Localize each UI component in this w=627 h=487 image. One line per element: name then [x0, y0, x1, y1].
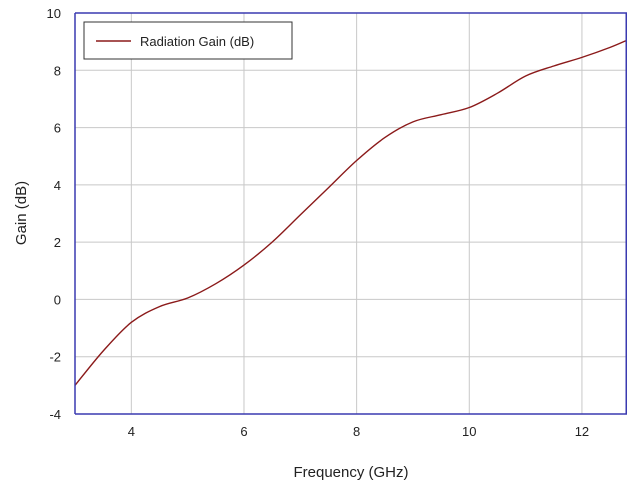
- y-axis-label: Gain (dB): [13, 181, 30, 245]
- y-tick-label: 8: [54, 63, 61, 78]
- y-axis-ticks: -4 -2 0 2 4 6 8 10: [47, 6, 61, 422]
- y-tick-label: -2: [49, 350, 61, 365]
- x-tick-label: 12: [575, 424, 589, 439]
- y-tick-label: -4: [49, 407, 61, 422]
- x-tick-label: 8: [353, 424, 360, 439]
- x-tick-label: 4: [128, 424, 135, 439]
- plot-frame: [74, 12, 627, 415]
- y-tick-label: 0: [54, 292, 61, 307]
- grid-lines: [75, 12, 627, 415]
- x-tick-label: 6: [240, 424, 247, 439]
- x-tick-label: 10: [462, 424, 476, 439]
- legend-label: Radiation Gain (dB): [140, 34, 254, 49]
- series-group: [74, 39, 627, 386]
- x-axis-ticks: 4 6 8 10 12: [128, 424, 589, 439]
- y-tick-label: 10: [47, 6, 61, 21]
- legend: Radiation Gain (dB): [83, 21, 293, 60]
- x-axis-label: Frequency (GHz): [293, 464, 408, 481]
- y-tick-label: 2: [54, 235, 61, 250]
- y-tick-label: 6: [54, 121, 61, 136]
- series-line-radiation-gain: [74, 39, 627, 386]
- y-tick-label: 4: [54, 178, 61, 193]
